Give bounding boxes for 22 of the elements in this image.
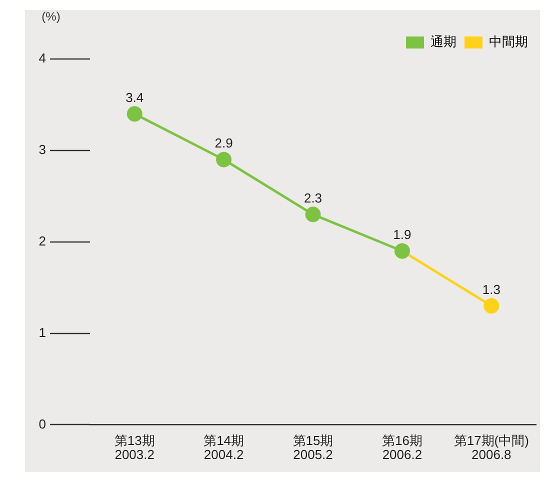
data-label: 1.9 <box>393 227 412 242</box>
y-tick-label: 1 <box>38 324 46 340</box>
data-label: 1.3 <box>482 282 500 297</box>
point <box>305 206 321 222</box>
x-tick-label: 第13期 2003.2 <box>114 433 155 462</box>
legend-label: 中間期 <box>489 34 528 50</box>
x-tick-label: 第17期(中間) 2006.8 <box>454 433 529 462</box>
y-tick-label: 2 <box>38 233 46 248</box>
x-tick-label: 第14期 2004.2 <box>204 433 244 462</box>
point <box>126 106 142 122</box>
y-tick-label: 3 <box>38 142 46 158</box>
data-label: 3.4 <box>126 90 144 105</box>
y-axis-title: (%) <box>42 9 60 24</box>
legend-label: 通期 <box>430 34 456 50</box>
x-tick-label: 第15期 2005.2 <box>292 433 334 462</box>
x-tick-label: 第16期 2006.2 <box>382 433 422 462</box>
point <box>484 298 500 314</box>
data-label: 2.3 <box>304 190 322 206</box>
y-tick-label: 4 <box>38 50 46 66</box>
y-tick-label: 0 <box>38 416 46 432</box>
point <box>216 152 232 168</box>
data-label: 2.9 <box>214 136 233 151</box>
